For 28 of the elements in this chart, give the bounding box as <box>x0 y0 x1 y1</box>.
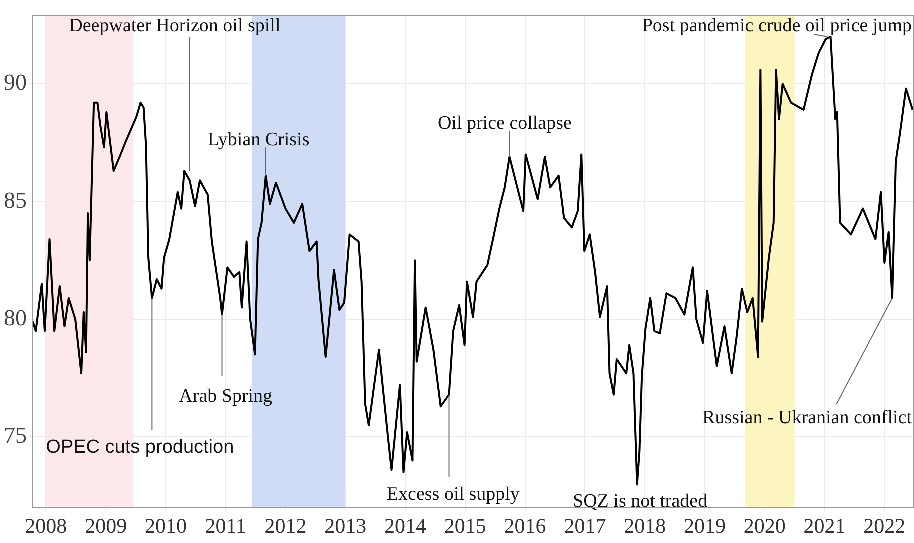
x-tick-label: 2013 <box>324 514 367 538</box>
x-tick-label: 2018 <box>624 514 666 538</box>
annotation: Deepwater Horizon oil spill <box>69 15 281 36</box>
x-tick-label: 2009 <box>85 514 128 538</box>
x-tick-label: 2014 <box>384 514 428 538</box>
x-tick-label: 2012 <box>264 514 307 538</box>
annotation: SQZ is not traded <box>573 490 708 512</box>
annotation: OPEC cuts production <box>46 437 234 458</box>
x-tick-label: 2008 <box>25 514 68 538</box>
x-tick-label: 2016 <box>504 514 546 538</box>
annotation: Arab Spring <box>179 386 274 408</box>
annotation: Russian - Ukranian conflict <box>702 407 913 428</box>
annotation: Oil price collapse <box>438 113 572 134</box>
y-tick-label: 80 <box>4 306 27 331</box>
x-tick-label: 2021 <box>804 514 846 538</box>
x-tick-label: 2015 <box>444 514 486 538</box>
x-tick-label: 2019 <box>684 514 726 538</box>
x-tick-label: 2022 <box>864 514 906 538</box>
x-tick-label: 2010 <box>144 514 187 538</box>
y-tick-label: 85 <box>4 188 27 213</box>
y-tick-label: 90 <box>4 70 27 96</box>
annotation: Lybian Crisis <box>208 130 310 151</box>
x-tick-label: 2017 <box>564 514 606 538</box>
annotation: Post pandemic crude oil price jump <box>642 15 912 36</box>
y-tick-label: 75 <box>4 423 27 448</box>
x-tick-label: 2020 <box>744 514 786 538</box>
annotation: Excess oil supply <box>386 484 520 505</box>
x-tick-label: 2011 <box>205 514 246 538</box>
